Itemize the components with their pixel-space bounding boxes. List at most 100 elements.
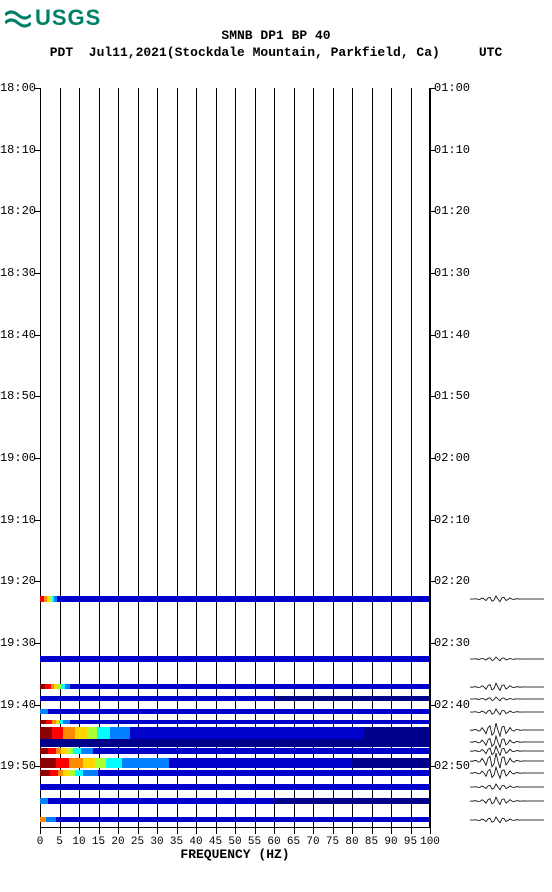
y-label-right: 02:10: [434, 513, 472, 527]
spectro-cell: [98, 770, 430, 776]
y-label-right: 01:10: [434, 143, 472, 157]
spectro-cell: [40, 739, 430, 747]
y-label-left: 18:10: [0, 143, 36, 157]
spectro-cell: [69, 758, 83, 768]
y-label-right: 02:50: [434, 759, 472, 773]
spectro-cell: [40, 798, 48, 804]
spectro-row: [40, 727, 430, 739]
y-label-right: 02:40: [434, 698, 472, 712]
x-tick: [430, 828, 431, 834]
y-label-left: 19:00: [0, 451, 36, 465]
y-label-left: 19:30: [0, 636, 36, 650]
spectro-cell: [46, 817, 56, 822]
grid-line-v: [235, 88, 236, 828]
x-tick: [333, 828, 334, 834]
y-label-right: 02:20: [434, 574, 472, 588]
spectro-cell: [73, 748, 81, 754]
spectro-row: [40, 770, 430, 776]
grid-line-v: [79, 88, 80, 828]
grid-line-v: [313, 88, 314, 828]
x-tick: [411, 828, 412, 834]
spectro-cell: [48, 748, 56, 754]
spectro-cell: [130, 727, 364, 739]
grid-line-v: [352, 88, 353, 828]
y-label-left: 19:40: [0, 698, 36, 712]
spectro-cell: [75, 727, 87, 739]
x-tick: [196, 828, 197, 834]
spectro-row: [40, 739, 430, 747]
spectro-cell: [40, 656, 430, 662]
spectro-cell: [40, 784, 430, 790]
y-label-left: 18:30: [0, 266, 36, 280]
date-location: Jul11,2021(Stockdale Mountain, Parkfield…: [89, 45, 440, 60]
spectro-row: [40, 656, 430, 662]
waveform-trace: [470, 796, 545, 806]
spectro-row: [40, 758, 430, 768]
wave-icon: [5, 7, 31, 29]
grid-line-v: [372, 88, 373, 828]
x-tick: [255, 828, 256, 834]
y-label-left: 19:20: [0, 574, 36, 588]
x-tick: [177, 828, 178, 834]
spectro-cell: [75, 770, 83, 776]
chart-title: SMNB DP1 BP 40: [0, 28, 552, 45]
x-tick: [60, 828, 61, 834]
spectro-cell: [169, 758, 352, 768]
y-label-left: 18:50: [0, 389, 36, 403]
chart-subtitle: PDT Jul11,2021(Stockdale Mountain, Parkf…: [0, 45, 552, 62]
grid-line-v: [411, 88, 412, 828]
spectro-row: [40, 748, 430, 754]
spectro-cell: [87, 727, 97, 739]
spectro-cell: [93, 748, 430, 754]
y-label-left: 19:50: [0, 759, 36, 773]
chart-header: SMNB DP1 BP 40 PDT Jul11,2021(Stockdale …: [0, 28, 552, 62]
spectro-cell: [81, 748, 93, 754]
spectro-cell: [274, 696, 430, 701]
grid-line-v: [138, 88, 139, 828]
x-tick: [138, 828, 139, 834]
grid-line-v: [333, 88, 334, 828]
spectro-cell: [95, 758, 107, 768]
grid-line-v: [118, 88, 119, 828]
spectro-cell: [83, 758, 95, 768]
waveform-trace: [470, 708, 545, 716]
spectro-cell: [70, 720, 430, 724]
spectro-row: [40, 720, 430, 724]
y-label-right: 01:40: [434, 328, 472, 342]
grid-line-v: [216, 88, 217, 828]
x-tick: [40, 828, 41, 834]
spectro-cell: [352, 758, 430, 768]
spectro-cell: [110, 727, 130, 739]
spectro-cell: [122, 758, 169, 768]
waveform-trace: [470, 656, 545, 662]
x-tick: [79, 828, 80, 834]
spectro-row: [40, 684, 430, 689]
waveform-trace: [470, 783, 545, 791]
spectro-row: [40, 798, 430, 804]
x-tick: [352, 828, 353, 834]
x-tick: [99, 828, 100, 834]
waveform-trace: [470, 682, 545, 692]
spectro-row: [40, 817, 430, 822]
grid-line-v: [157, 88, 158, 828]
spectro-cell: [56, 758, 70, 768]
spectro-cell: [48, 798, 274, 804]
x-tick: [391, 828, 392, 834]
spectro-cell: [57, 596, 430, 602]
spectrogram-chart: 0510152025303540455055606570758085909510…: [40, 88, 430, 828]
spectro-cell: [63, 727, 75, 739]
spectro-cell: [40, 770, 50, 776]
y-label-left: 19:10: [0, 513, 36, 527]
grid-line-v: [99, 88, 100, 828]
spectro-row: [40, 784, 430, 790]
spectro-cell: [50, 770, 58, 776]
y-label-left: 18:00: [0, 81, 36, 95]
y-label-left: 18:20: [0, 204, 36, 218]
grid-line-v: [60, 88, 61, 828]
waveform-trace: [470, 766, 545, 780]
spectro-cell: [40, 727, 52, 739]
grid-line-v: [40, 88, 41, 828]
x-axis-title: FREQUENCY (HZ): [40, 847, 430, 862]
y-label-right: 01:50: [434, 389, 472, 403]
x-tick: [372, 828, 373, 834]
